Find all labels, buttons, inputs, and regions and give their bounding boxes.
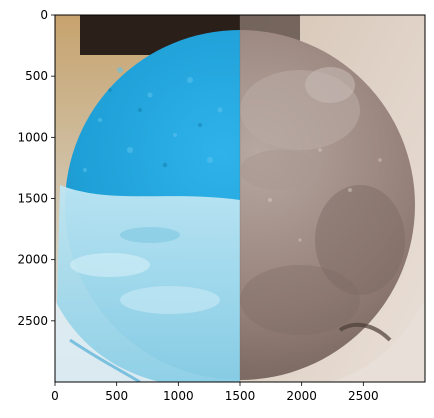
x-tick-label: 1000 — [163, 389, 194, 403]
x-tick-label: 500 — [105, 389, 128, 403]
y-tick-label: 1500 — [17, 192, 48, 206]
x-tick-label: 2500 — [348, 389, 379, 403]
y-tick-label: 1000 — [17, 130, 48, 144]
x-tick-label: 1500 — [225, 389, 256, 403]
x-axis: 0 500 1000 1500 2000 2500 — [51, 382, 379, 403]
light-blue-scoop — [55, 185, 240, 382]
y-tick-label: 2500 — [17, 314, 48, 328]
y-tick-label: 2000 — [17, 253, 48, 267]
x-tick-label: 0 — [51, 389, 59, 403]
y-tick-label: 500 — [25, 69, 48, 83]
x-tick-label: 2000 — [286, 389, 317, 403]
y-tick-label: 0 — [40, 8, 48, 22]
photo — [55, 15, 425, 382]
y-axis: 0 500 1000 1500 2000 2500 — [17, 8, 55, 328]
